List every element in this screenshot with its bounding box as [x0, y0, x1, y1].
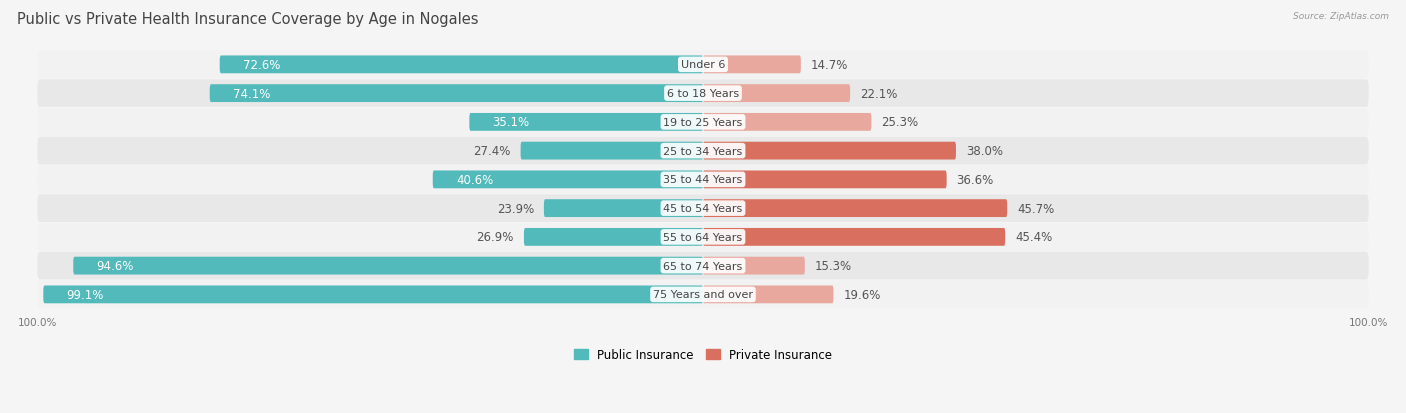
FancyBboxPatch shape [209, 85, 703, 103]
Text: 6 to 18 Years: 6 to 18 Years [666, 89, 740, 99]
Text: 45.4%: 45.4% [1015, 231, 1053, 244]
FancyBboxPatch shape [219, 56, 703, 74]
Text: 23.9%: 23.9% [496, 202, 534, 215]
Legend: Public Insurance, Private Insurance: Public Insurance, Private Insurance [569, 343, 837, 366]
Text: 26.9%: 26.9% [477, 231, 515, 244]
FancyBboxPatch shape [38, 252, 1368, 280]
Text: 65 to 74 Years: 65 to 74 Years [664, 261, 742, 271]
Text: 72.6%: 72.6% [243, 59, 280, 72]
FancyBboxPatch shape [38, 281, 1368, 309]
Text: 99.1%: 99.1% [66, 288, 104, 301]
FancyBboxPatch shape [703, 228, 1005, 246]
FancyBboxPatch shape [44, 286, 703, 304]
Text: Source: ZipAtlas.com: Source: ZipAtlas.com [1294, 12, 1389, 21]
FancyBboxPatch shape [38, 166, 1368, 194]
Text: 75 Years and over: 75 Years and over [652, 290, 754, 300]
Text: 36.6%: 36.6% [956, 173, 994, 186]
FancyBboxPatch shape [703, 286, 834, 304]
FancyBboxPatch shape [703, 257, 804, 275]
Text: 35 to 44 Years: 35 to 44 Years [664, 175, 742, 185]
Text: 55 to 64 Years: 55 to 64 Years [664, 233, 742, 242]
Text: 40.6%: 40.6% [456, 173, 494, 186]
Text: 94.6%: 94.6% [97, 259, 134, 273]
Text: 45.7%: 45.7% [1017, 202, 1054, 215]
Text: 22.1%: 22.1% [860, 88, 897, 100]
FancyBboxPatch shape [703, 200, 1007, 218]
Text: Public vs Private Health Insurance Coverage by Age in Nogales: Public vs Private Health Insurance Cover… [17, 12, 478, 27]
FancyBboxPatch shape [703, 142, 956, 160]
Text: 19 to 25 Years: 19 to 25 Years [664, 118, 742, 128]
FancyBboxPatch shape [73, 257, 703, 275]
FancyBboxPatch shape [433, 171, 703, 189]
Text: 74.1%: 74.1% [233, 88, 270, 100]
Text: 38.0%: 38.0% [966, 145, 1002, 158]
FancyBboxPatch shape [703, 85, 851, 103]
Text: 25.3%: 25.3% [882, 116, 918, 129]
FancyBboxPatch shape [544, 200, 703, 218]
Text: 45 to 54 Years: 45 to 54 Years [664, 204, 742, 214]
Text: 25 to 34 Years: 25 to 34 Years [664, 146, 742, 156]
Text: 35.1%: 35.1% [492, 116, 530, 129]
FancyBboxPatch shape [38, 52, 1368, 79]
FancyBboxPatch shape [38, 109, 1368, 136]
Text: 19.6%: 19.6% [844, 288, 880, 301]
FancyBboxPatch shape [38, 80, 1368, 108]
FancyBboxPatch shape [38, 138, 1368, 165]
FancyBboxPatch shape [38, 223, 1368, 251]
FancyBboxPatch shape [703, 171, 946, 189]
FancyBboxPatch shape [703, 56, 801, 74]
FancyBboxPatch shape [520, 142, 703, 160]
FancyBboxPatch shape [38, 195, 1368, 222]
FancyBboxPatch shape [524, 228, 703, 246]
Text: 14.7%: 14.7% [811, 59, 848, 72]
FancyBboxPatch shape [470, 114, 703, 131]
Text: 15.3%: 15.3% [815, 259, 852, 273]
FancyBboxPatch shape [703, 114, 872, 131]
Text: Under 6: Under 6 [681, 60, 725, 70]
Text: 27.4%: 27.4% [474, 145, 510, 158]
